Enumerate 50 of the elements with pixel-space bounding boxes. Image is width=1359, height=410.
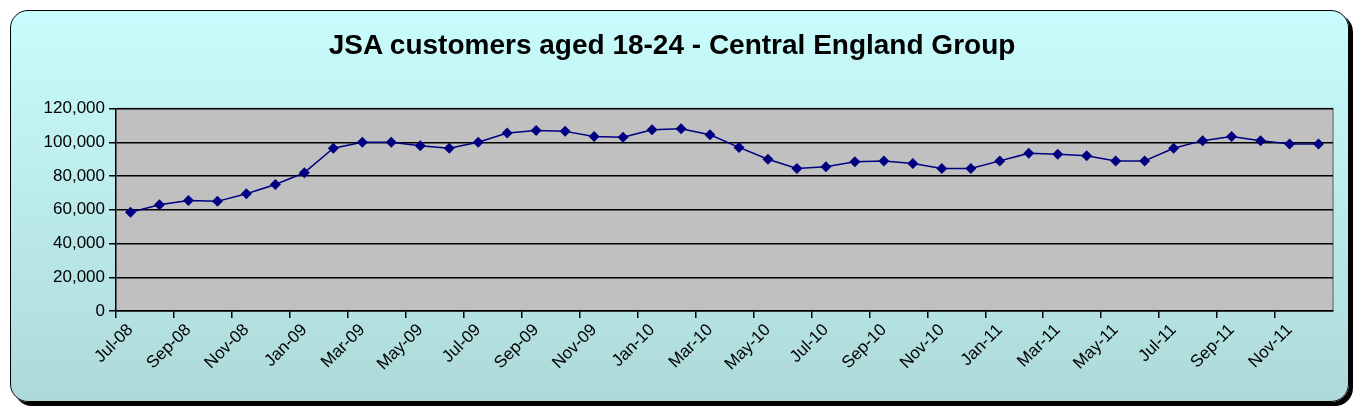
point (849, 156, 861, 168)
y-tick-label: 40,000 (53, 233, 105, 253)
y-tick-label: 100,000 (43, 132, 105, 152)
point (1197, 135, 1209, 147)
point (1226, 130, 1238, 142)
point (675, 123, 687, 135)
point (298, 167, 310, 179)
point (153, 199, 165, 211)
point (994, 155, 1006, 167)
point (1110, 155, 1122, 167)
point (588, 130, 600, 142)
point (1168, 142, 1180, 154)
point (269, 179, 281, 190)
point (530, 125, 542, 137)
point (704, 129, 716, 141)
point (791, 162, 803, 174)
point (1023, 147, 1035, 159)
point (646, 124, 658, 136)
point (1313, 138, 1325, 150)
point (1284, 138, 1296, 150)
point (501, 127, 513, 139)
y-tick-label: 60,000 (53, 199, 105, 219)
y-tick-label: 120,000 (43, 98, 105, 118)
point (820, 161, 832, 173)
point (965, 162, 977, 174)
chart-title: JSA customers aged 18-24 - Central England Group (328, 28, 1016, 60)
point (211, 195, 223, 207)
y-tick-label: 80,000 (53, 165, 105, 185)
point (414, 140, 426, 152)
y-tick-label: 20,000 (53, 266, 105, 286)
point (1139, 155, 1151, 167)
point (1052, 148, 1064, 160)
point (472, 136, 484, 148)
point (356, 136, 368, 148)
point (124, 206, 136, 218)
y-tick-label: 0 (95, 300, 105, 320)
point (617, 131, 629, 143)
point (385, 136, 397, 148)
point (733, 141, 745, 153)
point (936, 162, 948, 174)
point (443, 142, 455, 154)
point (762, 153, 774, 165)
point (878, 155, 890, 167)
point (1255, 135, 1267, 147)
point (1081, 150, 1093, 162)
point (327, 142, 339, 154)
point (182, 195, 194, 207)
point (559, 125, 571, 137)
point (907, 157, 919, 169)
point (240, 188, 252, 200)
